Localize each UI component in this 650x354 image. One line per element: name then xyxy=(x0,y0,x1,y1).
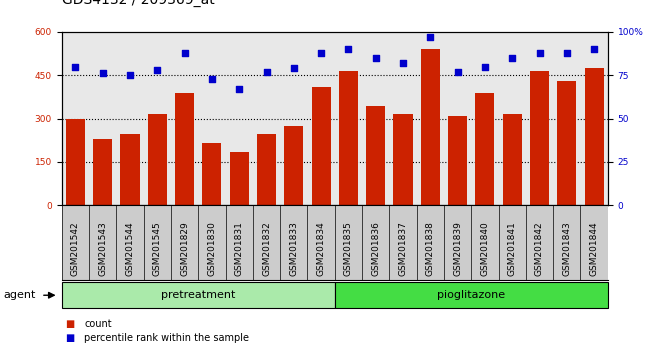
Text: pioglitazone: pioglitazone xyxy=(437,290,505,300)
Point xyxy=(179,50,190,56)
Point xyxy=(480,64,490,69)
Text: GSM201831: GSM201831 xyxy=(235,221,244,276)
Bar xyxy=(66,119,85,205)
Point xyxy=(234,86,244,92)
Text: GSM201545: GSM201545 xyxy=(153,221,162,276)
Text: GSM201841: GSM201841 xyxy=(508,221,517,276)
Bar xyxy=(335,282,608,308)
Bar xyxy=(148,114,167,205)
Bar xyxy=(257,135,276,205)
Text: GSM201832: GSM201832 xyxy=(262,221,271,276)
Bar xyxy=(421,49,440,205)
Text: GSM201835: GSM201835 xyxy=(344,221,353,276)
Text: agent: agent xyxy=(3,290,36,300)
Text: GSM201833: GSM201833 xyxy=(289,221,298,276)
Text: ■: ■ xyxy=(65,333,74,343)
Text: GSM201837: GSM201837 xyxy=(398,221,408,276)
Point xyxy=(562,50,572,56)
Point xyxy=(289,65,299,71)
Bar xyxy=(502,114,522,205)
Point xyxy=(425,34,436,40)
Point xyxy=(452,69,463,75)
Point xyxy=(589,46,599,52)
Text: GDS4132 / 209369_at: GDS4132 / 209369_at xyxy=(62,0,214,7)
Text: GSM201829: GSM201829 xyxy=(180,221,189,276)
Text: count: count xyxy=(84,319,112,329)
Bar xyxy=(284,126,304,205)
Text: GSM201839: GSM201839 xyxy=(453,221,462,276)
Point xyxy=(125,73,135,78)
Bar xyxy=(339,71,358,205)
Text: GSM201838: GSM201838 xyxy=(426,221,435,276)
Point xyxy=(98,71,108,76)
Point xyxy=(152,67,162,73)
Text: GSM201843: GSM201843 xyxy=(562,221,571,276)
Point xyxy=(534,50,545,56)
Text: GSM201836: GSM201836 xyxy=(371,221,380,276)
Point xyxy=(398,60,408,66)
Text: GSM201840: GSM201840 xyxy=(480,221,489,276)
Point xyxy=(261,69,272,75)
Bar xyxy=(202,143,222,205)
Text: GSM201842: GSM201842 xyxy=(535,221,544,276)
Point xyxy=(316,50,326,56)
Point xyxy=(370,55,381,61)
Bar xyxy=(448,116,467,205)
Bar xyxy=(530,71,549,205)
Text: GSM201830: GSM201830 xyxy=(207,221,216,276)
Text: GSM201844: GSM201844 xyxy=(590,221,599,276)
Text: ■: ■ xyxy=(65,319,74,329)
Text: GSM201543: GSM201543 xyxy=(98,221,107,276)
Text: GSM201834: GSM201834 xyxy=(317,221,326,276)
Bar xyxy=(93,139,112,205)
Bar xyxy=(393,114,413,205)
Bar xyxy=(557,81,577,205)
Bar xyxy=(175,93,194,205)
Point xyxy=(507,55,517,61)
Bar xyxy=(120,135,140,205)
Text: GSM201544: GSM201544 xyxy=(125,221,135,276)
Bar xyxy=(311,87,331,205)
Bar xyxy=(584,68,604,205)
Bar xyxy=(229,152,249,205)
Point xyxy=(207,76,217,81)
Text: pretreatment: pretreatment xyxy=(161,290,235,300)
Bar xyxy=(366,105,385,205)
Point xyxy=(343,46,354,52)
Text: percentile rank within the sample: percentile rank within the sample xyxy=(84,333,250,343)
Text: GSM201542: GSM201542 xyxy=(71,221,80,276)
Bar xyxy=(475,93,495,205)
Bar xyxy=(62,282,335,308)
Point xyxy=(70,64,81,69)
